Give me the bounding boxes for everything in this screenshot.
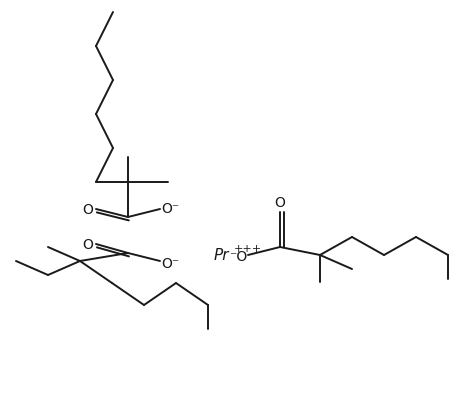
Text: O: O [274,196,286,209]
Text: Pr: Pr [214,248,230,263]
Text: O: O [83,203,93,217]
Text: O⁻: O⁻ [161,256,179,270]
Text: O⁻: O⁻ [161,201,179,215]
Text: +++: +++ [234,243,262,253]
Text: O: O [83,237,93,251]
Text: ⁻O: ⁻O [229,249,247,263]
